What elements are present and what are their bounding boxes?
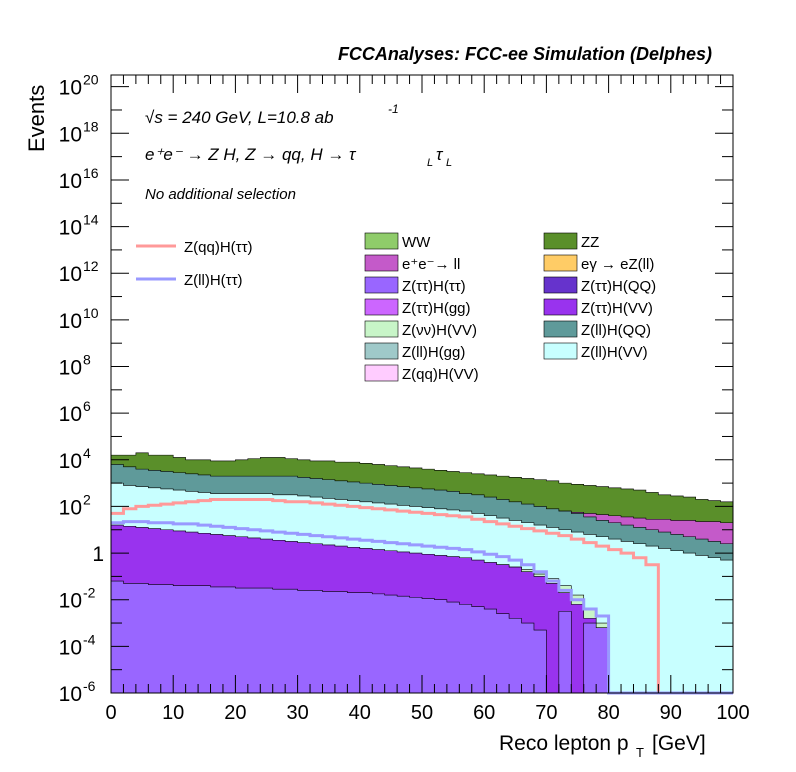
legend-label-1: ZZ [581, 234, 599, 251]
x-tick-label: 100 [716, 702, 749, 724]
legend-label-7: Z(ττ)H(VV) [581, 300, 653, 317]
annotation-lumi-exp: -1 [388, 102, 399, 116]
x-tick-label: 90 [660, 702, 682, 724]
x-tick-label: 30 [286, 702, 308, 724]
legend-swatch-10 [364, 342, 399, 360]
y-tick-label: 10 [59, 590, 82, 613]
x-tick-label: 40 [349, 702, 371, 724]
y-tick-label: 10 [59, 263, 82, 286]
y-tick-label: 10 [59, 170, 82, 193]
x-tick-label: 70 [535, 702, 557, 724]
annotation-process-tau2: τ [436, 145, 444, 164]
x-tick-label: 80 [597, 702, 619, 724]
legend-label-10: Z(ll)H(gg) [402, 344, 465, 361]
legend-swatch-1 [543, 232, 578, 250]
legend-swatch-9 [543, 320, 578, 338]
legend-swatch-7 [543, 298, 578, 316]
y-tick-label: 1 [92, 543, 104, 566]
y-tick-label-exp: -2 [83, 585, 96, 601]
y-tick-label-exp: 4 [83, 445, 91, 461]
legend-swatch-5 [543, 276, 578, 294]
x-tick-label: 0 [105, 702, 116, 724]
annotation-selection: No additional selection [145, 186, 296, 203]
overlay-line-0 [111, 497, 733, 695]
chart-title: FCCAnalyses: FCC-ee Simulation (Delphes) [338, 44, 712, 64]
annotation-energy: √s = 240 GeV, L=10.8 ab [145, 108, 334, 127]
legend-swatch-2 [364, 254, 399, 272]
y-tick-label-exp: 6 [83, 398, 91, 414]
annotation-process: e⁺e⁻ → Z H, Z → qq, H → τ [145, 145, 357, 164]
y-tick-label-exp: -4 [83, 631, 96, 647]
legend-label-8: Z(νν)H(VV) [402, 322, 477, 339]
stacked-areas [110, 452, 734, 694]
y-tick-label: 10 [59, 496, 82, 519]
legend-line-label-1: Z(ll)H(ττ) [184, 272, 243, 289]
y-tick-label: 10 [59, 636, 82, 659]
y-tick-label-exp: 8 [83, 352, 91, 368]
legend-label-4: Z(ττ)H(ττ) [402, 278, 466, 295]
y-tick-label: 10 [59, 450, 82, 473]
x-axis-label: Reco lepton p [499, 732, 629, 755]
legend-swatch-6 [364, 298, 399, 316]
y-tick-label-exp: 14 [83, 212, 99, 228]
x-tick-label: 60 [473, 702, 495, 724]
legend-label-2: e⁺e⁻→ ll [402, 256, 460, 273]
x-tick-label: 10 [162, 702, 184, 724]
legend-swatch-3 [543, 254, 578, 272]
legend-label-9: Z(ll)H(QQ) [581, 322, 651, 339]
legend-swatch-0 [364, 232, 399, 250]
y-tick-label-exp: 16 [83, 165, 99, 181]
annotation-process-sub2: L [446, 157, 452, 169]
legend-label-0: WW [402, 234, 431, 251]
x-axis-label-unit: [GeV] [652, 732, 706, 755]
stack-area-9 [110, 580, 733, 694]
legend: Z(qq)H(ττ) Z(ll)H(ττ) WW ZZ e⁺e⁻→ ll eγ → eZ(… [136, 232, 656, 383]
overlay-line-1 [111, 520, 733, 695]
y-tick-label: 10 [59, 310, 82, 333]
legend-label-12: Z(qq)H(VV) [402, 366, 479, 383]
y-tick-label-exp: 12 [83, 258, 99, 274]
annotation-process-sub1: L [427, 157, 433, 169]
x-tick-label: 50 [411, 702, 433, 724]
y-tick-label-exp: 20 [83, 72, 99, 88]
x-tick-label: 20 [224, 702, 246, 724]
legend-label-11: Z(ll)H(VV) [581, 344, 648, 361]
y-tick-label-exp: 2 [83, 491, 91, 507]
x-axis-label-sub: T [636, 745, 644, 760]
y-tick-label-exp: 10 [83, 305, 99, 321]
legend-line-label-0: Z(qq)H(ττ) [184, 239, 253, 256]
y-tick-label: 10 [59, 217, 82, 240]
y-tick-label: 10 [59, 77, 82, 100]
legend-swatch-8 [364, 320, 399, 338]
y-tick-label: 10 [59, 357, 82, 380]
y-tick-label: 10 [59, 403, 82, 426]
legend-swatch-12 [364, 364, 399, 382]
y-axis-label: Events [24, 85, 49, 152]
overlay-lines [111, 497, 733, 695]
y-tick-label-exp: -6 [83, 678, 96, 694]
legend-label-3: eγ → eZ(ll) [581, 256, 654, 273]
y-tick-label-exp: 18 [83, 118, 99, 134]
y-tick-label: 10 [59, 123, 82, 146]
legend-swatch-4 [364, 276, 399, 294]
legend-label-5: Z(ττ)H(QQ) [581, 278, 656, 295]
y-tick-label: 10 [59, 683, 82, 706]
legend-label-6: Z(ττ)H(gg) [402, 300, 471, 317]
legend-swatch-11 [543, 342, 578, 360]
